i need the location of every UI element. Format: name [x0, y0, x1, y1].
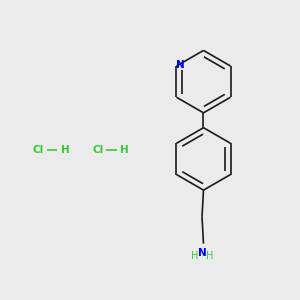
Text: H: H [206, 251, 213, 261]
Text: Cl: Cl [92, 145, 104, 155]
Text: H: H [191, 251, 198, 261]
Text: H: H [61, 145, 70, 155]
Text: N: N [198, 248, 206, 257]
Text: Cl: Cl [33, 145, 44, 155]
Text: N: N [176, 60, 184, 70]
Text: H: H [120, 145, 129, 155]
